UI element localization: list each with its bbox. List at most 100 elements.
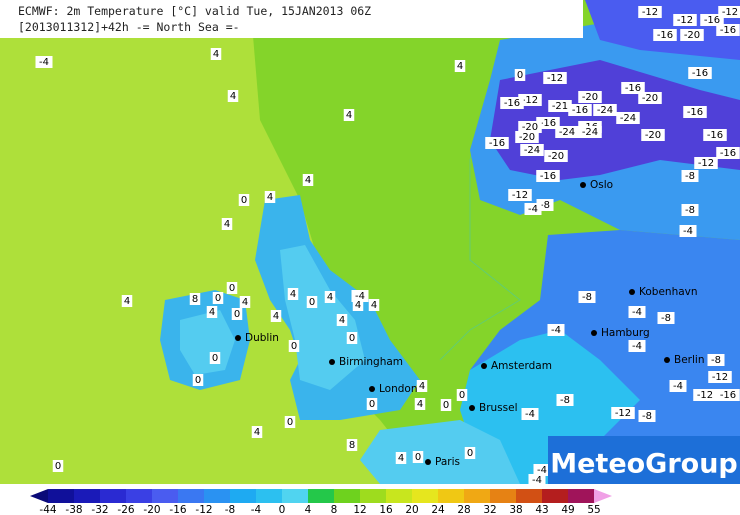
temperature-label: 4 [457, 61, 463, 72]
temperature-label: -24 [582, 127, 598, 138]
temperature-label: -4 [39, 57, 49, 68]
temperature-label: -4 [632, 307, 642, 318]
colorbar-tick-label: 28 [457, 504, 470, 515]
colorbar-segment [360, 489, 387, 503]
temperature-label: -24 [620, 113, 636, 124]
temperature-label: 4 [290, 289, 296, 300]
label-box [536, 170, 560, 182]
label-box [638, 410, 656, 422]
temperature-label: -12 [697, 390, 713, 401]
label-box [718, 6, 740, 18]
label-box [239, 296, 251, 308]
label-box [206, 306, 218, 318]
temperature-label: -4 [532, 475, 542, 486]
city-dot [469, 405, 475, 411]
temperature-label: 0 [55, 461, 61, 472]
label-box [708, 371, 732, 383]
temperature-label: -8 [582, 292, 592, 303]
temperature-label: -16 [692, 68, 708, 79]
colorbar-tick-label: 20 [405, 504, 418, 515]
label-box [189, 293, 201, 305]
label-box [346, 332, 358, 344]
temperature-label: 4 [273, 311, 279, 322]
label-box [440, 399, 452, 411]
colorbar-tick-label: 0 [279, 504, 286, 515]
label-box [352, 299, 364, 311]
temperature-label: 4 [224, 219, 230, 230]
label-box [500, 97, 524, 109]
colorbar-segment [334, 489, 361, 503]
label-box [251, 426, 263, 438]
temperature-label: -16 [572, 105, 588, 116]
label-box [673, 14, 697, 26]
colorbar-tick-label: 43 [535, 504, 548, 515]
label-box [52, 460, 64, 472]
temperature-label: -16 [720, 148, 736, 159]
colorbar-tick-label: 49 [561, 504, 574, 515]
header-line: [2013011312]+42h -= North Sea =- [18, 20, 240, 34]
temperature-label: -21 [552, 101, 568, 112]
temperature-label: -12 [677, 15, 693, 26]
colorbar-segment [126, 489, 153, 503]
colorbar-arrow [594, 489, 612, 503]
label-box [641, 129, 665, 141]
label-box [210, 48, 222, 60]
city-label: Birmingham [339, 356, 403, 368]
temperature-label: 0 [241, 195, 247, 206]
temperature-label: -4 [632, 341, 642, 352]
france-north [360, 420, 520, 484]
colorbar-tick-label: 38 [509, 504, 522, 515]
colorbar-segment [48, 489, 75, 503]
label-box [533, 464, 551, 476]
label-box [694, 157, 718, 169]
label-box [264, 191, 276, 203]
temperature-label: -8 [685, 171, 695, 182]
label-box [324, 291, 336, 303]
temperature-label: 0 [234, 309, 240, 320]
label-box [688, 67, 712, 79]
label-box [524, 203, 542, 215]
colorbar-arrow [30, 489, 48, 503]
label-box [287, 288, 299, 300]
temperature-label: -4 [525, 409, 535, 420]
label-box [521, 408, 539, 420]
temperature-label: 0 [291, 341, 297, 352]
city-dot [664, 357, 670, 363]
temperature-label: -16 [540, 118, 556, 129]
label-box [456, 389, 468, 401]
temperature-label: 4 [254, 427, 260, 438]
colorbar-segment [308, 489, 335, 503]
label-box [288, 340, 300, 352]
temperature-label: -8 [642, 411, 652, 422]
colorbar-segment [490, 489, 517, 503]
temperature-label: 0 [517, 70, 523, 81]
colorbar-segment [542, 489, 569, 503]
city-dot [629, 289, 635, 295]
label-box [638, 6, 662, 18]
city-label: Paris [435, 456, 460, 468]
temperature-label: -20 [642, 93, 658, 104]
label-box [578, 291, 596, 303]
temperature-label: -12 [642, 7, 658, 18]
colorbar-tick-label: -12 [195, 504, 212, 515]
colorbar-tick-label: 4 [305, 504, 312, 515]
label-box [238, 194, 250, 206]
colorbar-tick-label: 32 [483, 504, 496, 515]
label-box [653, 29, 677, 41]
temperature-label: -16 [687, 107, 703, 118]
temperature-label: 0 [459, 390, 465, 401]
colorbar-tick-label: -16 [169, 504, 186, 515]
colorbar-tick-label: -26 [117, 504, 134, 515]
temperature-label: 0 [309, 297, 315, 308]
label-box [454, 60, 466, 72]
colorbar-segment [516, 489, 543, 503]
label-box [716, 147, 740, 159]
colorbar-segment [464, 489, 491, 503]
colorbar-segment [438, 489, 465, 503]
temperature-label: -16 [657, 30, 673, 41]
label-box [528, 474, 546, 486]
label-box [395, 452, 407, 464]
temperature-label: -8 [661, 313, 671, 324]
temperature-label: 0 [369, 399, 375, 410]
